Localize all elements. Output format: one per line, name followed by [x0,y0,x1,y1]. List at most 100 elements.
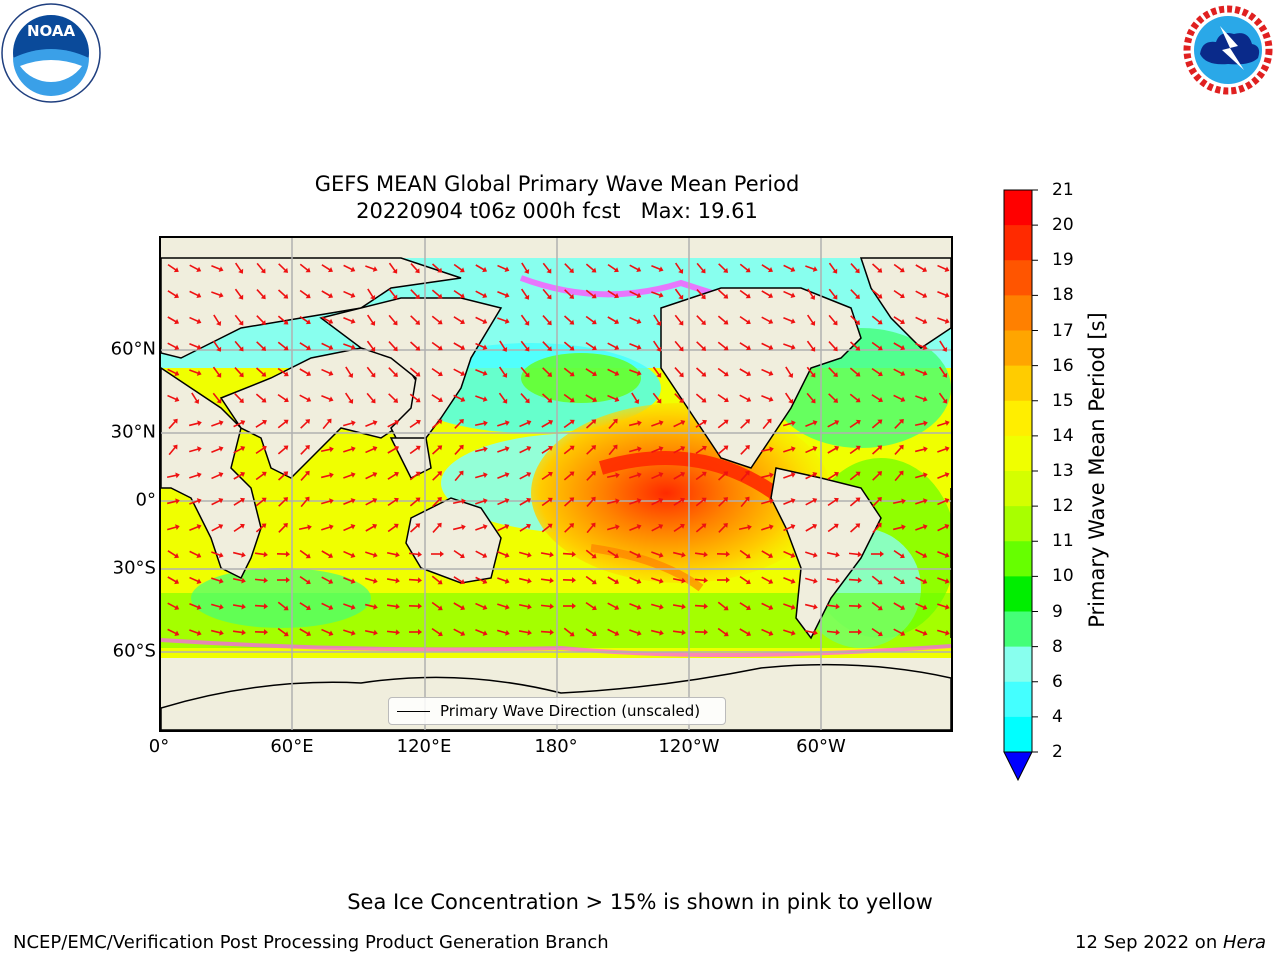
wave-arrow [541,523,553,533]
wave-arrow [300,419,311,429]
wave-arrow [343,577,356,584]
wave-arrow [848,603,862,610]
wave-arrow [453,316,465,325]
wave-arrow [256,367,267,377]
wave-arrow [321,368,334,376]
colorbar-tick-label: 18 [1052,285,1074,306]
wave-arrow [299,602,311,611]
wave-arrow [738,524,752,531]
wave-arrow [914,446,928,453]
wave-arrow [563,393,575,403]
wave-arrow [828,314,838,326]
wave-arrow [343,524,356,532]
wave-arrow [542,315,552,326]
colorbar-tick-label: 20 [1052,215,1074,236]
wave-arrow [739,315,751,325]
colorbar-segment [1004,541,1032,577]
wave-arrow [278,263,289,273]
wave-arrow [191,392,200,404]
wave-arrow [937,498,950,506]
wave-arrow [234,262,244,274]
wave-arrow [256,289,266,300]
wave-arrow [454,470,464,482]
wave-arrow [475,524,488,531]
wave-arrow [651,577,664,584]
wave-arrow [189,446,202,453]
wave-arrow [783,472,796,479]
wave-arrow [672,551,686,558]
wave-arrow [828,341,838,352]
wave-arrow [387,523,399,533]
wave-direction-arrows [166,262,950,637]
wave-arrow [211,523,224,532]
wave-arrow [717,393,729,403]
wave-arrow [629,290,642,299]
wave-arrow [366,314,376,326]
wave-arrow [607,524,620,531]
wave-arrow [586,470,596,481]
wave-arrow [915,472,928,479]
wave-arrow [167,524,180,531]
x-tick-label: 60°W [796,736,846,757]
wave-arrow [387,471,399,480]
wave-arrow [783,524,796,532]
wave-arrow [388,393,399,403]
wave-arrow [211,265,224,272]
wave-arrow [850,263,860,274]
wave-arrow [893,368,906,377]
wave-arrow [497,264,510,272]
chart-title: GEFS MEAN Global Primary Wave Mean Perio… [314,172,800,196]
wave-arrow [431,367,443,377]
wave-arrow [871,601,883,611]
colorbar-segment [1004,646,1032,683]
wave-arrow [299,342,311,351]
wave-arrow [892,524,906,531]
wave-arrow [409,367,421,377]
wave-arrow [651,446,664,453]
wave-arrow [562,551,576,558]
wave-arrow [520,366,530,378]
wave-arrow [212,366,222,378]
wave-arrow [806,392,816,404]
wave-arrow [475,264,488,273]
wave-arrow [672,629,686,636]
wave-arrow [388,288,398,300]
wave-arrow [850,289,860,300]
colorbar [1003,189,1038,782]
wave-arrow [607,628,620,637]
wave-arrow [606,498,620,505]
wave-arrow [629,550,642,559]
wave-arrow [321,498,334,505]
wave-arrow [343,343,356,350]
wave-arrow [233,419,246,428]
wave-arrow [364,603,378,610]
wave-arrow [563,341,575,351]
colorbar-extend-arrow [1003,751,1033,782]
wave-arrow [894,418,904,429]
wave-arrow [915,290,928,299]
wave-arrow [277,419,289,429]
wave-arrow [210,629,224,636]
wave-arrow [167,342,180,351]
wave-arrow [695,445,707,455]
wave-arrow [255,471,267,481]
map-legend: Primary Wave Direction (unscaled) [388,697,726,725]
wave-arrow [937,551,950,558]
colorbar-tick-label: 6 [1052,671,1063,692]
wave-arrow [475,395,488,402]
wave-arrow [629,472,642,479]
wave-arrow [629,343,642,350]
wave-arrow [672,603,686,610]
wave-arrow [519,497,532,506]
wave-arrow [300,470,310,481]
wave-arrow [386,577,400,584]
footer-host: Hera [1222,932,1266,953]
x-tick-label: 120°W [658,736,720,757]
wave-arrow [475,550,488,559]
wave-arrow [431,575,443,585]
wave-arrow [674,367,684,378]
wave-arrow [321,576,334,585]
wave-arrow [848,551,862,558]
wave-arrow [189,629,202,636]
wave-arrow [431,289,443,299]
